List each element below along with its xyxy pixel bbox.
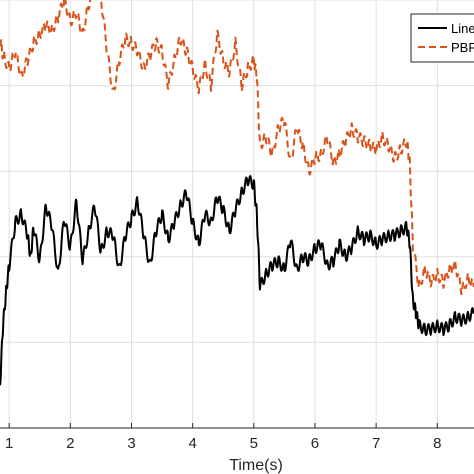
x-tick-label: 5 xyxy=(250,435,258,452)
legend: Linea PBF xyxy=(410,13,474,63)
x-axis-ticks: 1 2 3 4 5 6 7 8 xyxy=(5,423,441,452)
x-tick-label: 2 xyxy=(66,435,74,452)
x-tick-label: 8 xyxy=(433,435,441,452)
x-tick-label: 3 xyxy=(127,435,135,452)
x-tick-label: 1 xyxy=(5,435,13,452)
x-tick-label: 4 xyxy=(188,435,196,452)
legend-box xyxy=(410,13,474,63)
series-line-linea xyxy=(0,175,474,386)
legend-label-linea: Linea xyxy=(451,21,474,36)
x-tick-label: 6 xyxy=(311,435,319,452)
series-layer xyxy=(0,0,474,386)
series-line-pbf xyxy=(0,0,474,295)
x-axis-label: Time(s) xyxy=(229,457,283,474)
x-tick-label: 7 xyxy=(372,435,380,452)
legend-label-pbf: PBF xyxy=(451,40,474,55)
